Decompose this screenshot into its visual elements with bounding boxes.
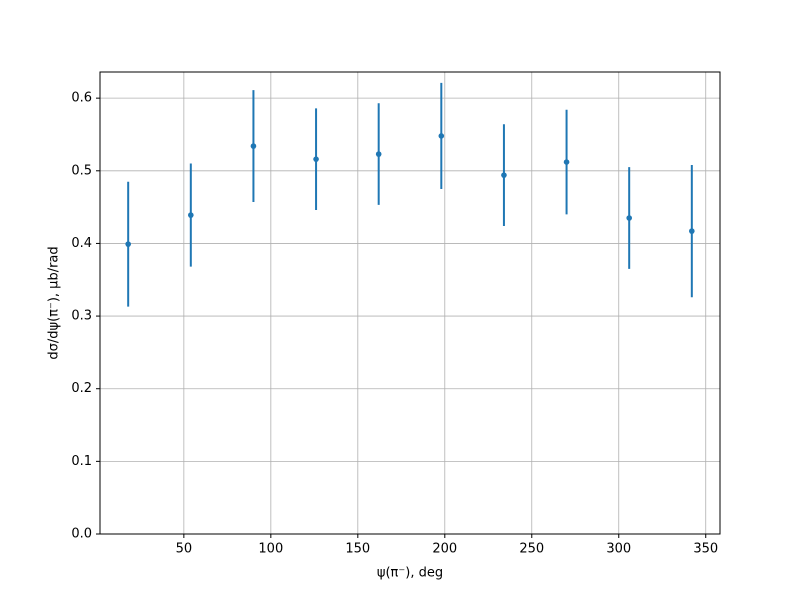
x-axis-label: ψ(π⁻), deg (377, 566, 443, 581)
data-point (313, 156, 319, 162)
y-tick-label: 0.6 (71, 91, 92, 106)
data-point (375, 151, 382, 157)
data-point (501, 172, 507, 178)
data-point (626, 215, 632, 221)
x-tick-label: 300 (606, 542, 631, 557)
x-tick-label: 50 (176, 542, 193, 557)
x-tick-label: 250 (519, 542, 544, 557)
y-tick-label: 0.3 (71, 309, 92, 324)
x-tick-label: 350 (693, 542, 718, 557)
y-tick-label: 0.5 (71, 163, 92, 178)
data-point (689, 228, 695, 234)
data-point (250, 143, 257, 149)
data-point (188, 212, 194, 218)
data-point (563, 159, 570, 165)
x-tick-label: 200 (432, 542, 457, 557)
data-point (438, 133, 445, 139)
y-tick-label: 0.1 (71, 454, 92, 469)
x-tick-label: 150 (345, 542, 370, 557)
y-tick-label: 0.4 (71, 236, 92, 251)
y-axis-label: dσ/dψ(π⁻), μb/rad (47, 246, 62, 359)
x-tick-label: 100 (258, 542, 283, 557)
plot-frame (99, 71, 721, 535)
y-tick-label: 0.2 (71, 381, 92, 396)
y-tick-label: 0.0 (71, 527, 92, 542)
data-point (125, 241, 131, 247)
